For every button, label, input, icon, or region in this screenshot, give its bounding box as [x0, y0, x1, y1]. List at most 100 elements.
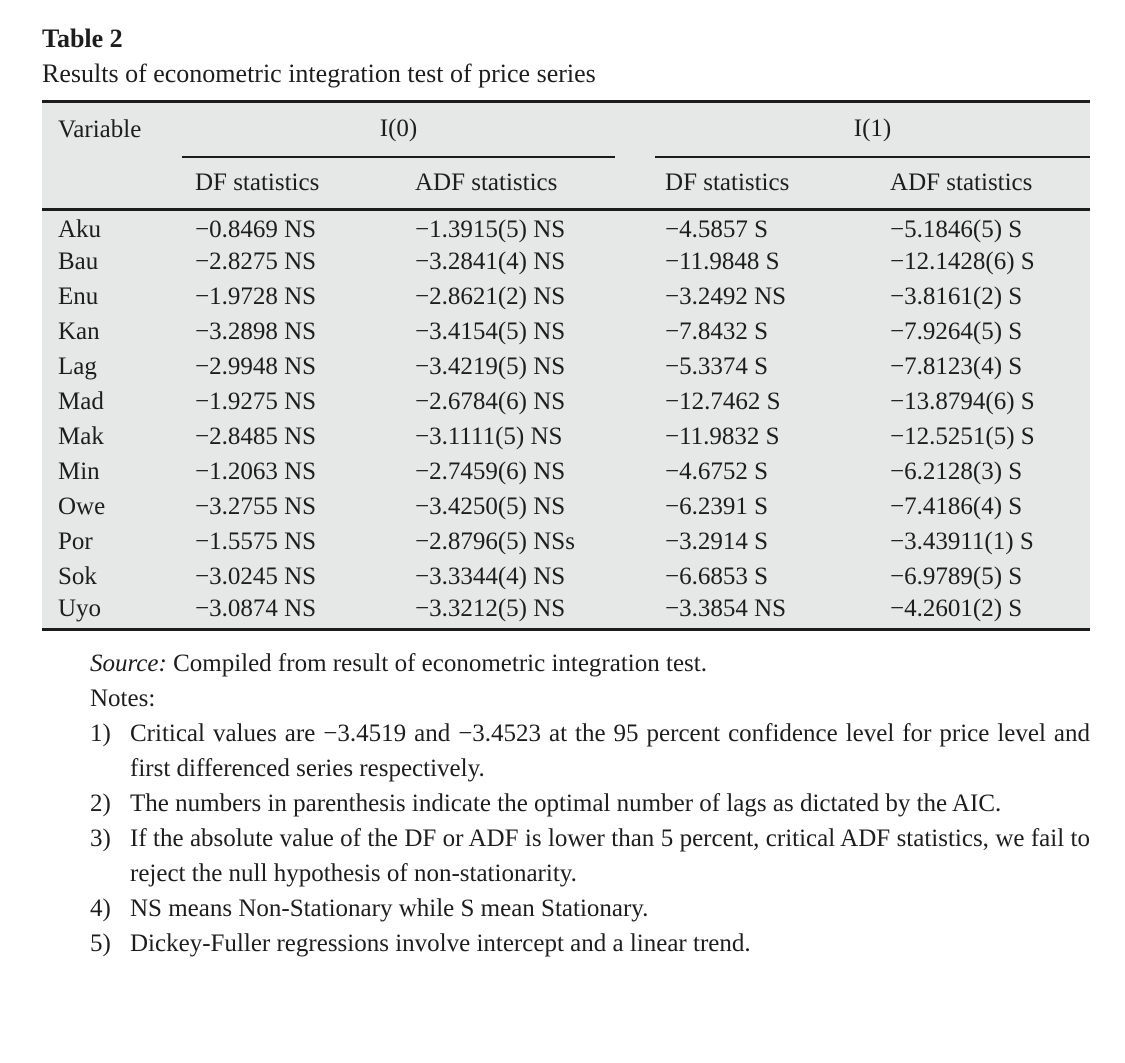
gap-cell — [615, 525, 655, 560]
table-row: Bau −2.8275 NS −3.2841(4) NS −11.9848 S … — [42, 245, 1090, 280]
adf-i0-cell: −2.8621(2) NS — [415, 283, 566, 310]
adf-i0-cell: −2.6784(6) NS — [415, 388, 566, 415]
df-i0-cell: −2.8485 NS — [195, 423, 317, 450]
gap-cell — [615, 280, 655, 315]
column-header-df-i0: DF statistics — [195, 168, 320, 196]
table-row: Owe −3.2755 NS −3.4250(5) NS −6.2391 S −… — [42, 490, 1090, 525]
df-i1-cell: −4.5857 S — [665, 215, 769, 243]
variable-cell: Aku — [58, 215, 102, 243]
df-i1-cell: −11.9848 S — [665, 248, 780, 275]
group-gap — [615, 102, 655, 210]
gap-cell — [615, 595, 655, 630]
df-i0-cell: −1.9728 NS — [195, 283, 317, 310]
gap-cell — [615, 315, 655, 350]
df-i0-cell: −0.8469 NS — [195, 215, 317, 243]
source-line: Source: Compiled from result of economet… — [90, 646, 1090, 681]
group-header-i1: I(1) — [655, 101, 1091, 158]
adf-i1-cell: −3.43911(1) S — [890, 528, 1034, 555]
note-item-4: 4) NS means Non-Stationary while S mean … — [90, 891, 1090, 926]
column-header-df-i1: DF statistics — [665, 168, 790, 196]
adf-i0-cell: −3.2841(4) NS — [415, 248, 566, 275]
note-text: The numbers in parenthesis indicate the … — [130, 790, 1002, 817]
table-header: Variable I(0) I(1) DF statistics ADF sta… — [42, 101, 1091, 210]
df-i0-cell: −1.5575 NS — [195, 528, 317, 555]
df-i1-cell: −12.7462 S — [665, 388, 781, 415]
table-caption: Table 2 Results of econometric integrati… — [42, 22, 1125, 92]
table-row: Mak −2.8485 NS −3.1111(5) NS −11.9832 S … — [42, 420, 1090, 455]
table-row: Aku −0.8469 NS −1.3915(5) NS −4.5857 S −… — [42, 210, 1090, 245]
adf-i1-cell: −6.9789(5) S — [890, 563, 1023, 590]
note-item-3: 3) If the absolute value of the DF or AD… — [90, 821, 1090, 891]
adf-i0-cell: −3.1111(5) NS — [415, 423, 563, 450]
adf-i1-cell: −3.8161(2) S — [890, 283, 1023, 310]
note-text: Critical values are −3.4519 and −3.4523 … — [130, 720, 1090, 782]
table-row: Min −1.2063 NS −2.7459(6) NS −4.6752 S −… — [42, 455, 1090, 490]
results-table: Variable I(0) I(1) DF statistics ADF sta… — [42, 100, 1091, 631]
df-i0-cell: −3.2898 NS — [195, 318, 317, 345]
note-number: 4) — [90, 895, 111, 922]
table-row: Kan −3.2898 NS −3.4154(5) NS −7.8432 S −… — [42, 315, 1090, 350]
adf-i1-cell: −7.9264(5) S — [890, 318, 1023, 345]
adf-i0-cell: −2.7459(6) NS — [415, 458, 566, 485]
table-row: Enu −1.9728 NS −2.8621(2) NS −3.2492 NS … — [42, 280, 1090, 315]
group-header-row: Variable I(0) I(1) — [42, 101, 1091, 158]
df-i0-cell: −1.9275 NS — [195, 388, 317, 415]
variable-cell: Enu — [58, 283, 99, 310]
df-i0-cell: −3.2755 NS — [195, 493, 317, 520]
df-i1-cell: −3.3854 NS — [665, 595, 787, 623]
note-text: If the absolute value of the DF or ADF i… — [130, 825, 1090, 887]
df-i1-cell: −6.6853 S — [665, 563, 769, 590]
gap-cell — [615, 210, 655, 245]
gap-cell — [615, 455, 655, 490]
df-i0-cell: −1.2063 NS — [195, 458, 317, 485]
df-i1-cell: −3.2914 S — [665, 528, 769, 555]
note-number: 5) — [90, 930, 111, 957]
df-i1-cell: −6.2391 S — [665, 493, 769, 520]
note-number: 1) — [90, 720, 111, 747]
table-row: Uyo −3.0874 NS −3.3212(5) NS −3.3854 NS … — [42, 595, 1090, 630]
note-item-1: 1) Critical values are −3.4519 and −3.45… — [90, 716, 1090, 786]
table-row: Lag −2.9948 NS −3.4219(5) NS −5.3374 S −… — [42, 350, 1090, 385]
adf-i1-cell: −4.2601(2) S — [890, 595, 1023, 623]
adf-i1-cell: −12.5251(5) S — [890, 423, 1035, 450]
column-header-variable: Variable — [58, 116, 142, 143]
table-row: Sok −3.0245 NS −3.3344(4) NS −6.6853 S −… — [42, 560, 1090, 595]
column-header-adf-i1: ADF statistics — [890, 168, 1033, 196]
variable-cell: Bau — [58, 248, 99, 275]
df-i0-cell: −3.0245 NS — [195, 563, 317, 590]
gap-cell — [615, 245, 655, 280]
table-number: Table 2 — [42, 24, 123, 53]
note-number: 2) — [90, 790, 111, 817]
adf-i1-cell: −5.1846(5) S — [890, 215, 1023, 243]
adf-i0-cell: −3.4154(5) NS — [415, 318, 566, 345]
variable-cell: Kan — [58, 318, 100, 345]
gap-cell — [615, 490, 655, 525]
paper-table-page: Table 2 Results of econometric integrati… — [0, 22, 1125, 1063]
note-number: 3) — [90, 825, 111, 852]
group-header-i0: I(0) — [182, 101, 616, 158]
note-item-2: 2) The numbers in parenthesis indicate t… — [90, 786, 1090, 821]
sub-header-row: DF statistics ADF statistics DF statisti… — [42, 157, 1091, 210]
df-i1-cell: −5.3374 S — [665, 353, 769, 380]
adf-i1-cell: −6.2128(3) S — [890, 458, 1023, 485]
table-title: Results of econometric integration test … — [42, 59, 596, 88]
df-i0-cell: −3.0874 NS — [195, 595, 317, 623]
gap-cell — [615, 560, 655, 595]
variable-cell: Uyo — [58, 595, 102, 623]
variable-cell: Min — [58, 458, 100, 485]
note-text: NS means Non-Stationary while S mean Sta… — [130, 895, 649, 922]
df-i1-cell: −11.9832 S — [665, 423, 780, 450]
df-i0-cell: −2.8275 NS — [195, 248, 317, 275]
adf-i0-cell: −1.3915(5) NS — [415, 215, 566, 243]
variable-cell: Sok — [58, 563, 97, 590]
adf-i0-cell: −2.8796(5) NSs — [415, 528, 575, 555]
column-header-adf-i0: ADF statistics — [415, 168, 558, 196]
source-text: Compiled from result of econometric inte… — [166, 650, 707, 677]
df-i1-cell: −7.8432 S — [665, 318, 769, 345]
adf-i0-cell: −3.4219(5) NS — [415, 353, 566, 380]
table-body: Aku −0.8469 NS −1.3915(5) NS −4.5857 S −… — [42, 210, 1090, 630]
notes-label: Notes: — [90, 685, 156, 712]
variable-cell: Por — [58, 528, 93, 555]
variable-cell: Mak — [58, 423, 104, 450]
adf-i1-cell: −12.1428(6) S — [890, 248, 1035, 275]
